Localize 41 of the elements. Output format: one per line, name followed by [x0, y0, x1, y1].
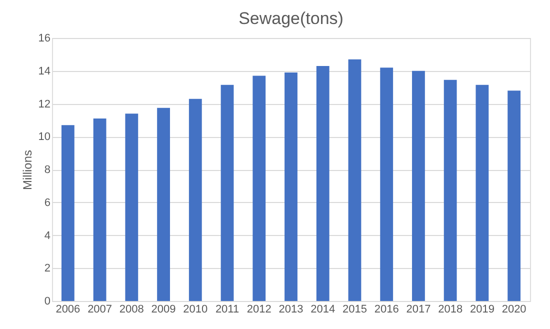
bar [476, 84, 489, 301]
bar [412, 70, 425, 301]
bar [508, 90, 521, 301]
x-tick-label: 2020 [502, 304, 526, 316]
bar [61, 125, 74, 301]
y-tick-label: 0 [44, 296, 50, 308]
bar [252, 76, 266, 301]
y-tick-label: 10 [38, 131, 50, 144]
bar [220, 84, 234, 301]
x-tick-label: 2007 [88, 304, 112, 316]
x-tick-label: 2010 [183, 304, 208, 316]
x-tick-label: 2012 [246, 304, 272, 316]
bar [157, 108, 170, 301]
y-tick-label: 6 [44, 196, 50, 209]
x-tick-label: 2019 [470, 304, 494, 316]
bar [316, 66, 330, 301]
bar [444, 80, 457, 301]
x-tick-label: 2015 [342, 304, 367, 316]
x-tick-label: 2009 [151, 304, 176, 316]
y-tick-label: 8 [44, 164, 50, 176]
bar [188, 98, 202, 301]
y-tick-label: 12 [38, 98, 50, 110]
bar [125, 114, 138, 301]
x-tick-label: 2014 [310, 304, 336, 316]
chart-title: Sewage(tons) [238, 9, 344, 28]
y-tick-label: 4 [44, 230, 50, 242]
bar [284, 72, 298, 301]
x-tick-label: 2006 [56, 304, 80, 316]
x-tick-label: 2017 [406, 304, 431, 316]
y-axis-title: Millions [20, 150, 34, 190]
x-tick-label: 2018 [438, 304, 463, 316]
x-tick-label: 2011 [215, 304, 240, 316]
bar [93, 118, 106, 301]
x-tick-label: 2016 [374, 304, 399, 316]
bar [348, 59, 362, 301]
y-tick-label: 16 [38, 32, 50, 44]
bar [380, 68, 394, 301]
y-tick-label: 14 [38, 65, 50, 78]
y-tick-label: 2 [44, 262, 50, 275]
x-tick-label: 2013 [278, 304, 304, 316]
x-tick-label: 2008 [119, 304, 144, 316]
